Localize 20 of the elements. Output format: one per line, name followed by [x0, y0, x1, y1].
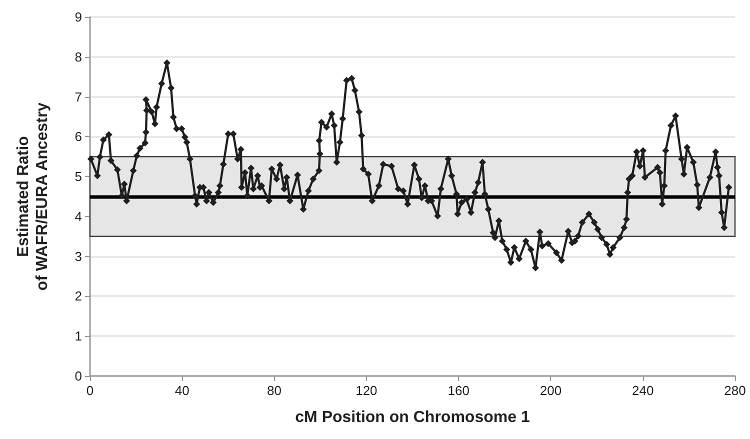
x-tick-label: 120 — [356, 383, 378, 398]
x-tick-label: 40 — [174, 383, 190, 398]
x-axis-title: cM Position on Chromosome 1 — [295, 409, 530, 426]
x-tick-label: 160 — [448, 383, 470, 398]
y-tick-label: 3 — [74, 248, 82, 264]
y-tick-label: 0 — [74, 368, 82, 384]
x-tick-label: 200 — [540, 383, 562, 398]
x-tick-label: 240 — [632, 383, 654, 398]
y-tick-label: 5 — [74, 169, 82, 184]
y-tick-label: 6 — [74, 129, 82, 144]
x-tick-label: 280 — [724, 383, 746, 398]
y-tick-label: 1 — [74, 328, 82, 344]
y-tick-label: 8 — [74, 49, 82, 64]
x-tick-label: 0 — [86, 383, 94, 398]
x-tick-label: 80 — [267, 383, 282, 398]
y-tick-label: 9 — [74, 10, 82, 24]
y-tick-label: 2 — [74, 288, 82, 304]
y-axis-title: Estimated Ratio of WAFR/EURA Ancestry — [15, 102, 51, 291]
y-tick-label: 7 — [74, 89, 82, 104]
y-tick-label: 4 — [74, 208, 82, 224]
